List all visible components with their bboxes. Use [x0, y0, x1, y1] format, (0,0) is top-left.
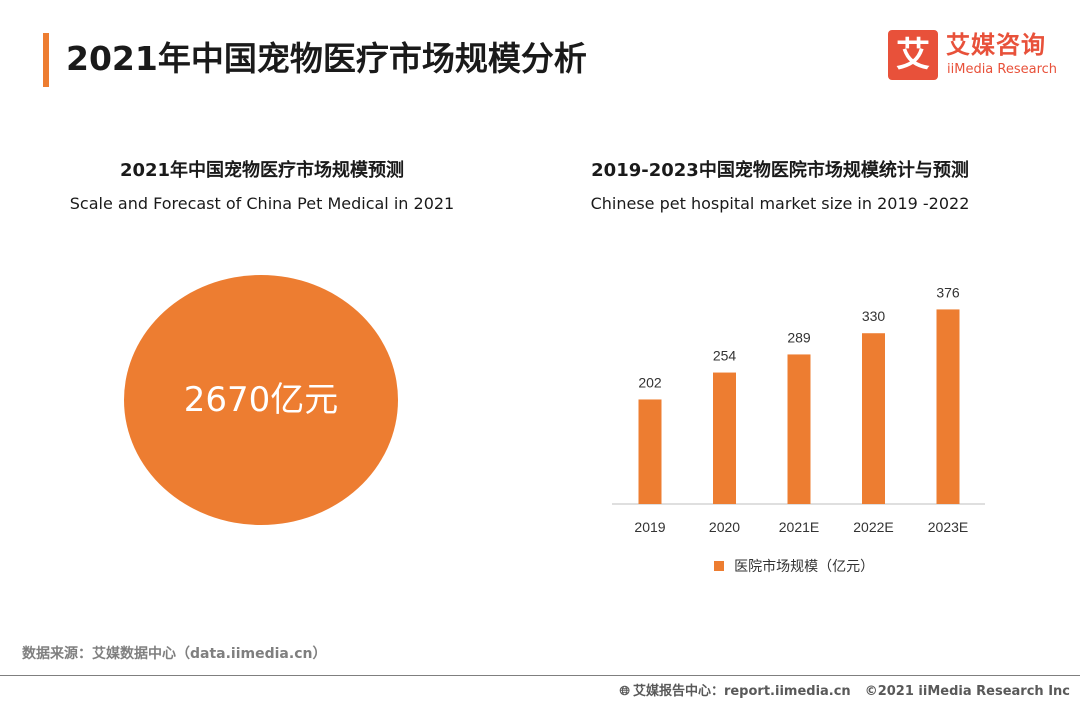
page-title: 2021年中国宠物医疗市场规模分析 — [66, 39, 587, 78]
legend-swatch — [714, 560, 724, 571]
x-tick-label-2020: 2020 — [709, 519, 740, 535]
left-chart-title-en: Scale and Forecast of China Pet Medical … — [69, 194, 455, 213]
bar-2020 — [713, 372, 736, 504]
footer-divider — [0, 675, 1080, 676]
left-chart-title: 2021年中国宠物医疗市场规模预测 Scale and Forecast of … — [40, 158, 484, 216]
right-chart-title-en: Chinese pet hospital market size in 2019… — [590, 194, 970, 213]
right-chart-title-cn: 2019-2023中国宠物医院市场规模统计与预测 — [591, 160, 969, 181]
data-label-2022E: 330 — [862, 308, 886, 324]
x-tick-label-2023E: 2023E — [928, 519, 968, 535]
data-label-2023E: 376 — [936, 284, 960, 300]
x-tick-label-2022E: 2022E — [853, 519, 893, 535]
legend-label: 医院市场规模（亿元） — [734, 558, 875, 575]
bar-2022E — [862, 333, 885, 504]
data-source-note: 数据来源：艾媒数据中心（data.iimedia.cn） — [22, 646, 327, 662]
data-label-2020: 254 — [713, 348, 737, 364]
logo-name-en: iiMedia Research — [947, 62, 1058, 77]
data-label-2019: 202 — [638, 374, 662, 390]
iimedia-logo: 艾 艾媒咨询 iiMedia Research — [888, 30, 1068, 82]
left-chart-title-cn: 2021年中国宠物医疗市场规模预测 — [119, 160, 405, 181]
x-tick-label-2019: 2019 — [634, 519, 665, 535]
right-chart-title: 2019-2023中国宠物医院市场规模统计与预测 Chinese pet hos… — [560, 158, 1000, 216]
bar-2021E — [787, 354, 811, 504]
footer-copyright: ©2021 iiMedia Research Inc — [864, 684, 1070, 699]
data-label-2021E: 289 — [787, 329, 811, 345]
logo-mark-icon: 艾 — [888, 30, 938, 80]
footer-report-center: 艾媒报告中心：report.iimedia.cn — [632, 684, 851, 699]
footer: 🌐︎ 艾媒报告中心：report.iimedia.cn ©2021 iiMedia … — [620, 680, 1070, 699]
chart-legend: 医院市场规模（亿元） — [714, 555, 874, 575]
logo-name-cn: 艾媒咨询 — [946, 31, 1046, 59]
globe-icon: 🌐︎ — [619, 684, 630, 699]
bar-2023E — [936, 309, 960, 504]
hospital-market-bar-chart: 202 2019 254 2020 289 2021E 330 2022E 376 2023E — [612, 284, 985, 535]
bar-2019 — [638, 399, 662, 504]
x-tick-label-2021E: 2021E — [779, 519, 819, 535]
title-accent-bar — [43, 33, 49, 87]
market-size-circle — [124, 275, 398, 525]
market-size-value-label: 2670亿元 — [183, 380, 339, 420]
